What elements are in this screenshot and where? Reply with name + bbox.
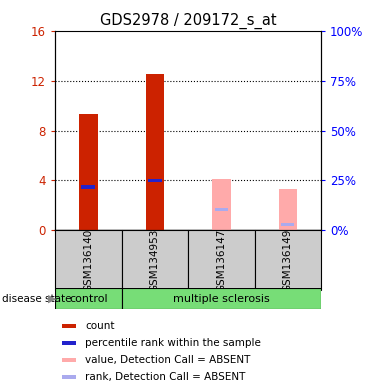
- Bar: [146, 74, 164, 230]
- Bar: [79, 114, 98, 230]
- Text: control: control: [69, 293, 108, 304]
- Bar: [81, 185, 95, 189]
- Bar: [212, 179, 231, 230]
- Text: disease state: disease state: [2, 294, 71, 304]
- Bar: [188, 230, 255, 290]
- Bar: [122, 230, 188, 290]
- Bar: [62, 358, 76, 362]
- Text: GSM136149: GSM136149: [283, 228, 293, 292]
- Bar: [279, 189, 297, 230]
- Bar: [62, 375, 76, 379]
- Text: rank, Detection Call = ABSENT: rank, Detection Call = ABSENT: [86, 372, 246, 382]
- Bar: [215, 208, 228, 211]
- Bar: [55, 230, 122, 290]
- Text: GSM134953: GSM134953: [150, 228, 160, 292]
- Bar: [55, 288, 122, 309]
- Text: GSM136147: GSM136147: [216, 228, 226, 292]
- Text: count: count: [86, 321, 115, 331]
- Bar: [62, 324, 76, 328]
- Text: percentile rank within the sample: percentile rank within the sample: [86, 338, 261, 348]
- Text: ▶: ▶: [48, 294, 57, 304]
- Bar: [255, 230, 321, 290]
- Bar: [122, 288, 321, 309]
- Bar: [62, 341, 76, 345]
- Text: GSM136140: GSM136140: [83, 228, 93, 292]
- Text: multiple sclerosis: multiple sclerosis: [173, 293, 270, 304]
- Bar: [281, 223, 294, 226]
- Text: value, Detection Call = ABSENT: value, Detection Call = ABSENT: [86, 355, 251, 365]
- Bar: [148, 179, 162, 182]
- Title: GDS2978 / 209172_s_at: GDS2978 / 209172_s_at: [100, 13, 276, 29]
